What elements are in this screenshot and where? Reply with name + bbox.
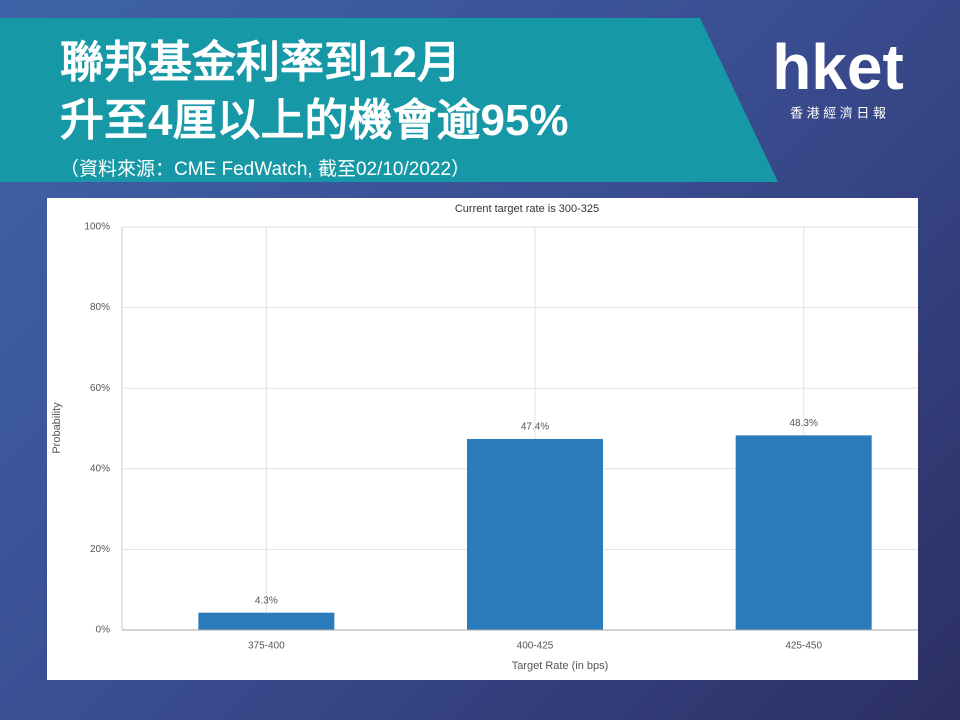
y-tick-label: 0%: [96, 625, 111, 636]
chart-title: Current target rate is 300-325: [455, 203, 599, 215]
y-tick-label: 60%: [90, 383, 110, 394]
bar: [198, 612, 335, 630]
x-tick-label: 375-400: [248, 641, 285, 652]
headline: 升至4厘以上的機會逾95%: [60, 96, 569, 145]
x-tick-label: 400-425: [517, 641, 554, 652]
data-label: 4.3%: [255, 595, 278, 606]
title-banner: [0, 18, 778, 182]
bar: [735, 435, 872, 630]
y-tick-label: 40%: [90, 463, 110, 474]
source-note: （資料來源：CME FedWatch, 截至02/10/2022）: [60, 159, 471, 180]
y-axis-label: Probability: [51, 402, 63, 454]
x-axis-label: Target Rate (in bps): [512, 660, 609, 672]
x-tick-label: 425-450: [785, 641, 822, 652]
data-label: 47.4%: [521, 422, 549, 433]
y-tick-label: 100%: [84, 222, 110, 233]
y-tick-label: 20%: [90, 544, 110, 555]
y-tick-label: 80%: [90, 302, 110, 313]
data-label: 48.3%: [789, 418, 817, 429]
headline: 聯邦基金利率到12月: [60, 38, 461, 87]
logo: hket: [772, 31, 904, 103]
logo-tagline: 香 港 經 濟 日 報: [790, 105, 886, 120]
bar: [467, 438, 603, 630]
chart: Current target rate is 300-325 Target Ra…: [47, 198, 918, 680]
